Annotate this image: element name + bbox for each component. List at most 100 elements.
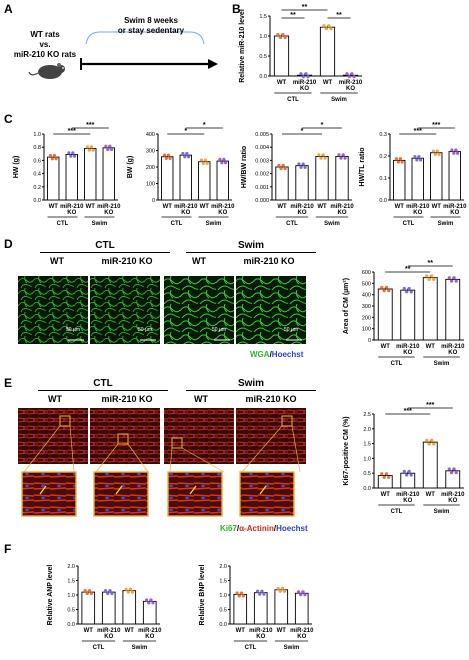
data-point	[323, 156, 327, 160]
y-tick-label: 1.0	[67, 593, 75, 599]
data-point	[87, 589, 92, 593]
data-point	[276, 32, 280, 37]
data-point	[220, 161, 224, 165]
d-col-wt2: WT	[192, 256, 206, 266]
data-point	[413, 154, 417, 159]
significance-mark: ***	[86, 122, 94, 129]
vs-text: vs.	[39, 40, 51, 49]
data-point	[433, 152, 437, 156]
y-tick-label: 0	[152, 198, 155, 204]
y-tick-label: 0.004	[255, 145, 269, 151]
x-tick-label: KO	[218, 210, 227, 216]
x-tick-label: WT	[426, 344, 436, 350]
data-point	[450, 471, 454, 475]
significance-mark: ***	[414, 128, 422, 135]
y-tick-label: 1.0	[363, 456, 371, 462]
x-tick-label: WT	[125, 628, 135, 634]
data-point	[454, 148, 458, 152]
x-tick-label: WT	[86, 204, 96, 210]
data-point	[400, 160, 404, 164]
data-point	[417, 154, 421, 159]
x-tick-label: miR-210	[339, 80, 363, 86]
data-point	[303, 593, 307, 597]
x-tick-label: KO	[413, 210, 422, 216]
group-label: Swim	[206, 221, 222, 227]
data-point	[108, 589, 112, 593]
data-point	[151, 601, 155, 605]
data-point	[279, 167, 283, 171]
y-tick-label: 0.5	[67, 608, 75, 614]
data-point	[281, 32, 285, 37]
data-point	[387, 289, 391, 293]
x-tick-label: KO	[181, 210, 190, 216]
data-point	[235, 591, 239, 595]
y-axis-label: Ki67-positive CM (%)	[343, 416, 350, 485]
bar	[84, 148, 97, 201]
x-tick-label: WT	[395, 204, 405, 210]
scale-bar-2: 50 µm	[138, 327, 152, 333]
data-point	[454, 471, 458, 475]
group-label: Swim	[331, 97, 347, 103]
x-tick-label: miR-210	[293, 80, 317, 86]
group-label: CTL	[57, 221, 69, 227]
data-point	[329, 27, 333, 31]
data-point	[199, 158, 203, 162]
data-point	[431, 149, 435, 153]
rat-icon	[28, 63, 65, 79]
y-tick-label: 0.0	[259, 74, 267, 80]
y-tick-label: 300	[146, 149, 155, 155]
data-point	[218, 157, 222, 162]
data-point	[147, 601, 151, 605]
data-point	[164, 156, 168, 161]
data-point	[452, 467, 456, 471]
panel-d-images: CTL Swim WT miR-210 KO WT miR-210 KO	[20, 240, 340, 360]
group-label: CTL	[391, 509, 403, 515]
y-tick-label: 1.0	[259, 34, 267, 40]
data-point	[322, 24, 326, 28]
panel-letter-b: B	[232, 2, 241, 16]
group-label: CTL	[245, 645, 257, 651]
y-tick-label: 0.5	[259, 54, 267, 60]
data-point	[352, 75, 356, 79]
data-point	[299, 165, 303, 169]
group-label: CTL	[286, 221, 298, 227]
data-point	[128, 587, 133, 591]
y-tick-label: 300	[362, 304, 371, 310]
significance-mark: ***	[68, 128, 76, 135]
data-point	[283, 35, 287, 40]
data-point	[144, 598, 149, 602]
data-point	[430, 274, 434, 278]
group-label: Swim	[434, 361, 450, 367]
data-point	[301, 590, 305, 594]
y-tick-label: 2.5	[363, 412, 371, 418]
x-tick-label: KO	[300, 86, 309, 92]
x-tick-label: KO	[104, 210, 113, 216]
chart-f-anp: Relative ANP level 0.00.51.01.52.0WT miR-2…	[47, 564, 162, 651]
data-point	[402, 469, 406, 473]
data-point	[343, 156, 347, 160]
x-tick-label: KO	[448, 350, 457, 356]
data-point	[409, 473, 413, 477]
data-point	[281, 163, 285, 167]
y-tick-label: 100	[362, 327, 371, 333]
significance-mark: **	[290, 12, 296, 19]
y-tick-label: 600	[362, 270, 371, 276]
significance-mark: *	[184, 128, 187, 135]
x-tick-label: miR-210	[97, 204, 121, 210]
data-point	[407, 286, 411, 291]
scale-bar-3: 50 µm	[212, 327, 226, 333]
data-point	[106, 147, 110, 152]
x-tick-label: miR-210	[406, 204, 430, 210]
group-label: CTL	[403, 221, 415, 227]
y-axis-label: BW (g)	[127, 156, 134, 179]
bar	[81, 591, 96, 625]
data-point	[427, 442, 431, 446]
e-col-wt1: WT	[48, 394, 62, 404]
data-point	[48, 153, 52, 158]
data-point	[299, 593, 303, 597]
x-tick-label: miR-210	[441, 344, 465, 350]
data-point	[106, 591, 110, 596]
data-point	[317, 153, 321, 157]
x-tick-label: KO	[104, 634, 113, 640]
x-tick-label: miR-210	[396, 344, 420, 350]
